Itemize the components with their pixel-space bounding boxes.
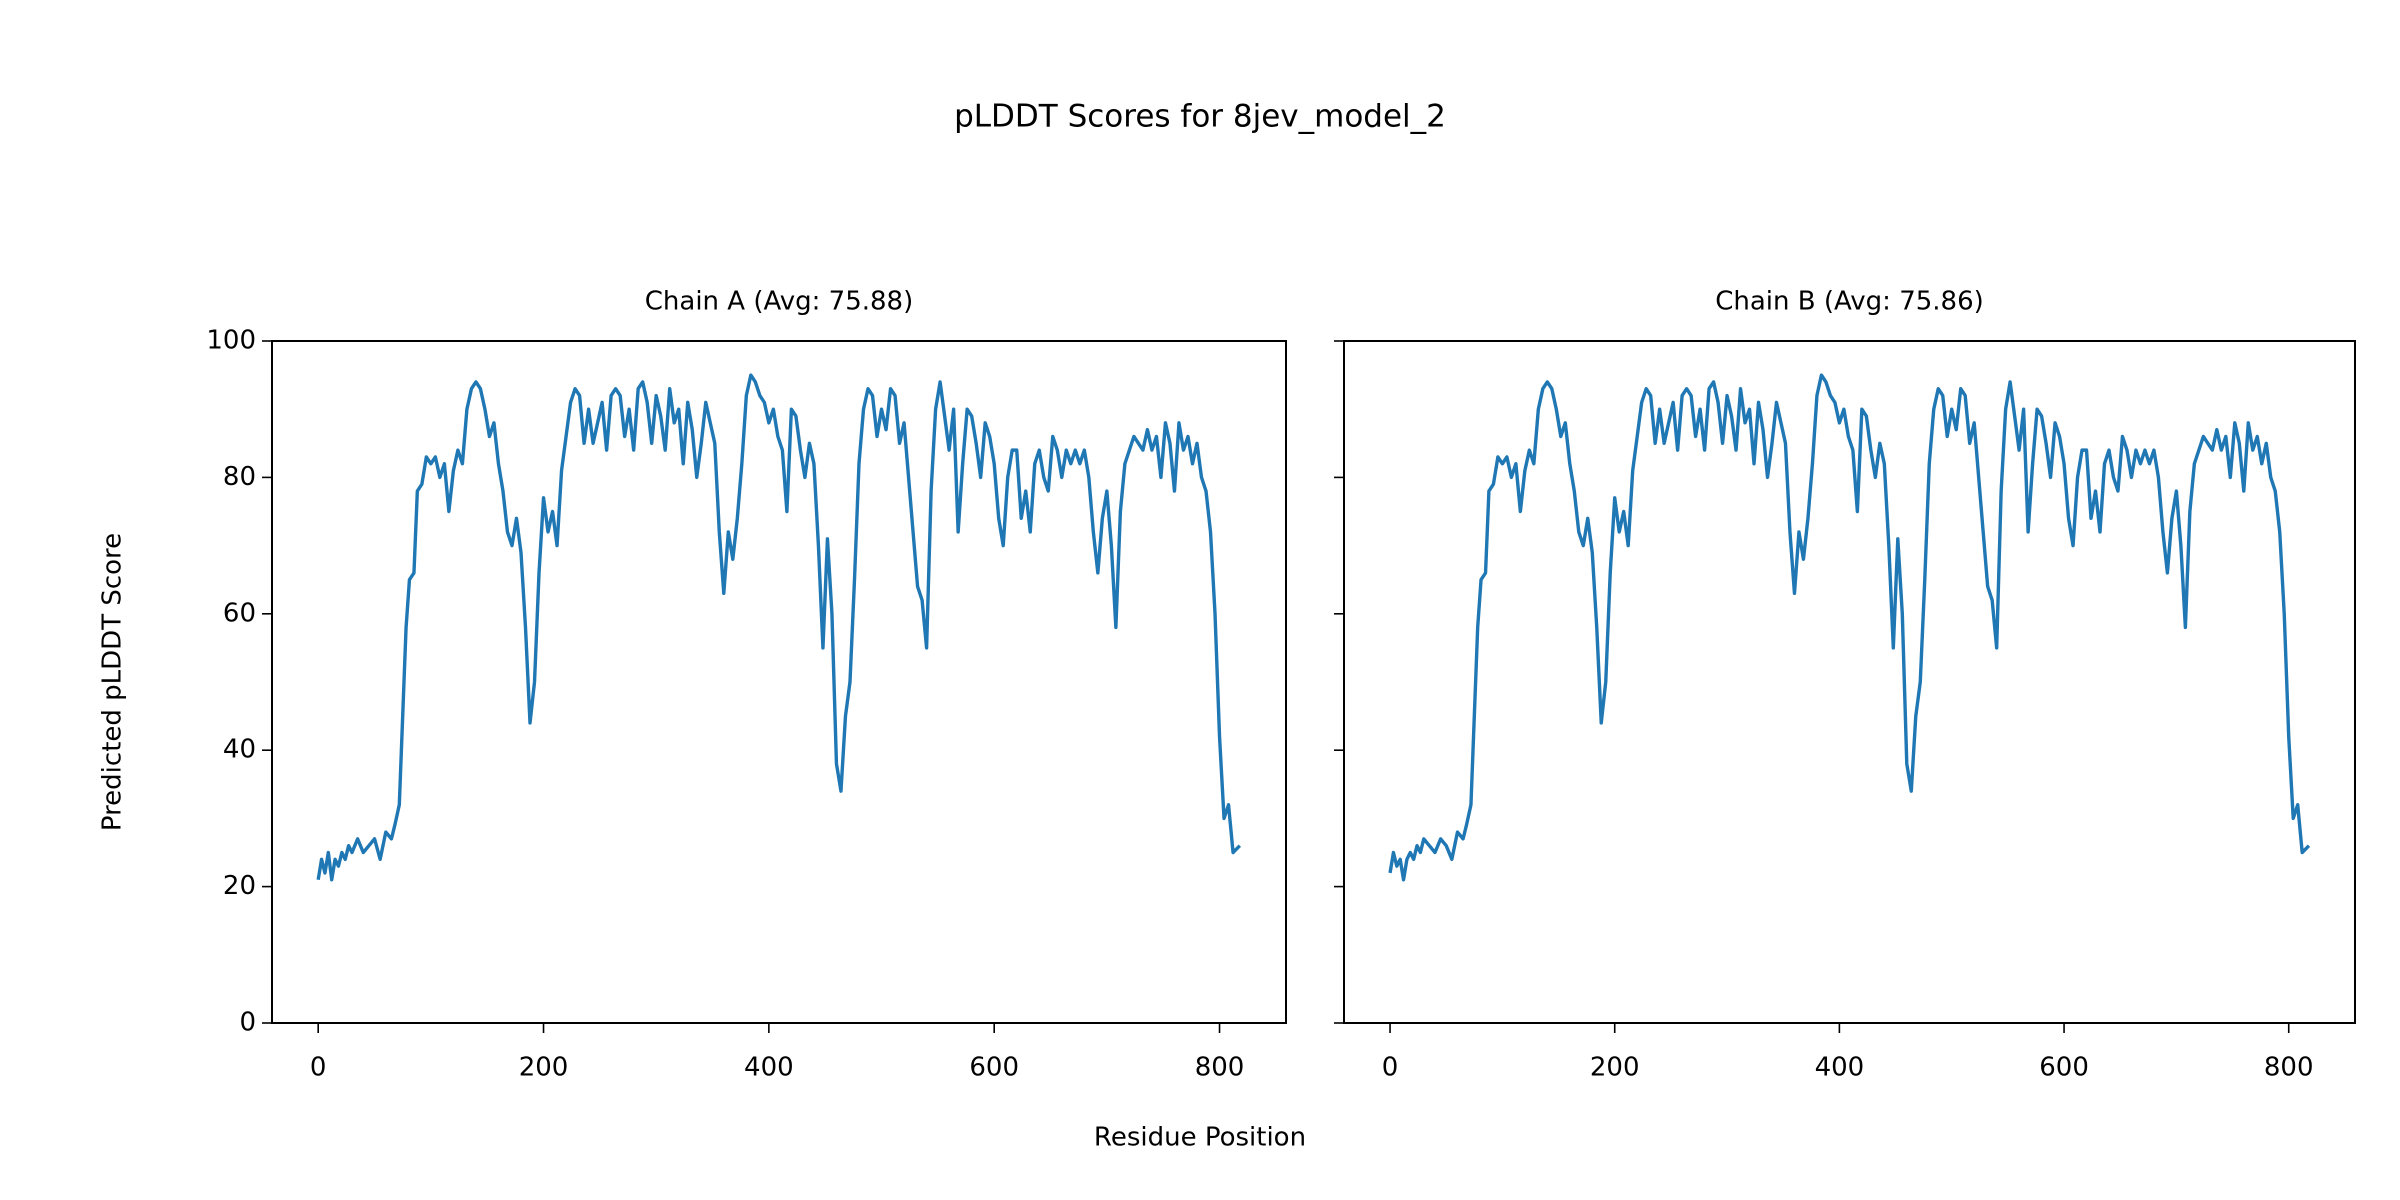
x-tick-label: 0 xyxy=(1382,1053,1399,1083)
x-tick-label: 400 xyxy=(744,1053,794,1083)
data-line xyxy=(1388,373,2311,882)
y-tick-label: 20 xyxy=(223,871,256,901)
subplot-title: Chain A (Avg: 75.88) xyxy=(645,287,913,317)
x-tick-label: 800 xyxy=(1195,1053,1245,1083)
y-axis-label: Predicted pLDDT Score xyxy=(98,533,128,831)
subplot-title: Chain B (Avg: 75.86) xyxy=(1715,287,1984,317)
y-tick-label: 40 xyxy=(223,735,256,765)
x-tick-label: 800 xyxy=(2264,1053,2314,1083)
x-tick-label: 0 xyxy=(310,1053,327,1083)
y-tick-label: 80 xyxy=(223,462,256,492)
y-tick-label: 0 xyxy=(239,1008,256,1038)
figure-title: pLDDT Scores for 8jev_model_2 xyxy=(954,99,1446,135)
x-tick-label: 600 xyxy=(969,1053,1019,1083)
x-axis-label: Residue Position xyxy=(1094,1123,1306,1153)
x-tick-label: 600 xyxy=(2039,1053,2089,1083)
y-tick-label: 60 xyxy=(223,598,256,628)
y-tick-label: 100 xyxy=(206,326,256,356)
axes-frame xyxy=(1343,340,2356,1024)
x-tick-label: 200 xyxy=(519,1053,569,1083)
data-line xyxy=(316,373,1242,882)
axes-frame xyxy=(271,340,1287,1024)
x-tick-label: 400 xyxy=(1815,1053,1865,1083)
x-tick-label: 200 xyxy=(1590,1053,1640,1083)
